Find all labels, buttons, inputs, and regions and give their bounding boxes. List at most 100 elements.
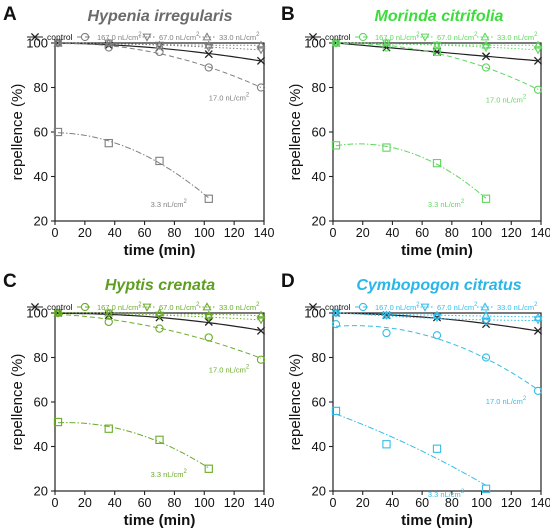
panel-letter: A bbox=[3, 4, 17, 25]
annotation-label: 3.3 nL/cm2 bbox=[428, 489, 465, 499]
y-tick-label: 100 bbox=[304, 306, 326, 321]
data-point bbox=[382, 143, 391, 152]
series-line bbox=[335, 312, 538, 321]
y-tick-label: 20 bbox=[312, 484, 326, 499]
y-tick-label: 40 bbox=[34, 169, 48, 184]
legend-marker bbox=[80, 302, 90, 312]
y-tick-label: 100 bbox=[26, 36, 48, 51]
legend: control 167.0 nL/cm2 67.0 nL/cm2 33.0 nL/cm… bbox=[305, 32, 538, 42]
series-line bbox=[335, 413, 487, 486]
x-tick-label: 140 bbox=[531, 496, 550, 510]
x-tick-label: 40 bbox=[108, 496, 122, 510]
data-point bbox=[432, 159, 442, 168]
series-line bbox=[58, 312, 262, 316]
x-tick-label: 140 bbox=[254, 226, 275, 240]
data-point bbox=[256, 56, 266, 65]
legend-label: 167.0 nL/cm2 bbox=[375, 32, 420, 42]
series-4: 3.3 nL/cm2 bbox=[53, 417, 213, 479]
x-tick-label: 80 bbox=[445, 226, 459, 240]
legend-marker bbox=[202, 32, 212, 41]
annotation-label: 17.0 nL/cm2 bbox=[486, 95, 527, 105]
data-point bbox=[533, 326, 543, 335]
data-point bbox=[53, 417, 63, 427]
y-tick-label: 80 bbox=[312, 350, 326, 365]
data-point bbox=[104, 38, 114, 47]
data-point bbox=[331, 319, 341, 329]
data-point bbox=[256, 355, 266, 364]
y-tick-label: 60 bbox=[312, 125, 326, 140]
data-point bbox=[533, 85, 543, 94]
x-tick-label: 20 bbox=[78, 496, 92, 510]
chart-panel-b: B Morinda citrifolia 20 40 60 80 100 0 20 40 60 80 1… bbox=[281, 4, 550, 259]
data-point bbox=[104, 317, 113, 327]
series-3 bbox=[331, 308, 543, 321]
plot-frame bbox=[54, 312, 265, 492]
x-tick-label: 80 bbox=[445, 496, 459, 510]
x-tick-label: 0 bbox=[330, 496, 337, 510]
x-tick-label: 60 bbox=[415, 496, 429, 510]
series-4: 3.3 nL/cm2 bbox=[331, 141, 491, 209]
series-4: 3.3 nL/cm2 bbox=[331, 406, 491, 499]
data-point bbox=[204, 50, 213, 59]
data-point bbox=[53, 127, 63, 137]
series-4: 3.3 nL/cm2 bbox=[53, 127, 213, 209]
y-tick-label: 60 bbox=[34, 125, 48, 140]
data-point bbox=[533, 386, 543, 396]
data-point bbox=[481, 353, 491, 362]
y-tick-label: 40 bbox=[312, 439, 326, 454]
legend-marker bbox=[480, 32, 490, 41]
series-line bbox=[335, 42, 539, 46]
legend-label: 67.0 nL/cm2 bbox=[159, 32, 200, 42]
legend-marker bbox=[480, 302, 490, 311]
x-axis-label: time (min) bbox=[124, 512, 196, 528]
legend-label: 33.0 nL/cm2 bbox=[497, 32, 538, 42]
data-point bbox=[154, 308, 165, 317]
legend-marker bbox=[358, 302, 368, 312]
x-tick-label: 60 bbox=[138, 496, 152, 510]
y-axis-label: repellence (%) bbox=[9, 354, 26, 451]
legend-marker bbox=[142, 33, 152, 42]
plot-frame bbox=[332, 42, 542, 222]
x-tick-label: 80 bbox=[167, 496, 181, 510]
chart-panel-c: C Hyptis crenata 20 40 60 80 100 0 20 40 60 80 100 12… bbox=[3, 271, 274, 528]
x-tick-label: 60 bbox=[415, 226, 429, 240]
legend-label: 167.0 nL/cm2 bbox=[97, 302, 142, 312]
series-3 bbox=[53, 308, 266, 319]
y-tick-label: 80 bbox=[34, 80, 48, 95]
chart-title: Morinda citrifolia bbox=[375, 8, 504, 25]
data-point bbox=[331, 406, 341, 416]
series-line bbox=[335, 325, 539, 391]
legend-marker bbox=[30, 302, 40, 312]
legend-marker bbox=[358, 32, 368, 42]
legend-label: 167.0 nL/cm2 bbox=[375, 302, 420, 312]
data-point bbox=[481, 318, 491, 327]
panel-letter: C bbox=[3, 271, 17, 292]
y-tick-label: 100 bbox=[304, 36, 326, 51]
legend-label: 67.0 nL/cm2 bbox=[437, 302, 478, 312]
x-tick-label: 120 bbox=[501, 226, 522, 240]
data-point bbox=[155, 324, 164, 333]
data-point bbox=[155, 156, 164, 166]
x-tick-label: 100 bbox=[471, 226, 492, 240]
series-1: 17.0 nL/cm2 bbox=[53, 38, 266, 103]
panel-letter: B bbox=[281, 4, 295, 25]
legend-label: 33.0 nL/cm2 bbox=[219, 32, 260, 42]
chart-title: Hypenia irregularis bbox=[88, 8, 233, 25]
series-3 bbox=[53, 38, 266, 49]
x-tick-label: 20 bbox=[356, 496, 370, 510]
data-point bbox=[481, 194, 491, 203]
data-point bbox=[104, 308, 114, 317]
legend-label: control bbox=[325, 302, 351, 312]
data-point bbox=[331, 38, 341, 47]
x-tick-label: 100 bbox=[471, 496, 492, 510]
chart-panel-a: A Hypenia irregularis 20 40 60 80 100 0 20 40 60 80… bbox=[3, 4, 274, 259]
x-tick-label: 100 bbox=[194, 226, 215, 240]
data-point bbox=[481, 63, 491, 72]
legend-label: 33.0 nL/cm2 bbox=[219, 302, 260, 312]
data-point bbox=[481, 52, 491, 61]
data-point bbox=[155, 435, 164, 444]
data-point bbox=[432, 444, 442, 453]
data-point bbox=[533, 312, 543, 321]
data-point bbox=[256, 40, 266, 49]
